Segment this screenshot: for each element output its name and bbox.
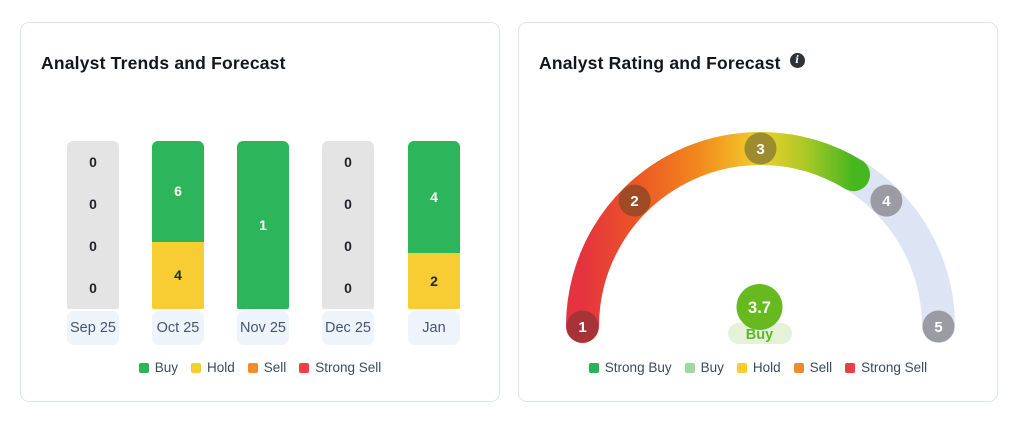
legend-label: Buy <box>154 360 178 375</box>
rating-label-pill <box>728 323 792 344</box>
rating-label: Buy <box>746 327 773 343</box>
legend-swatch <box>793 362 804 373</box>
gauge-marker-4-label: 4 <box>882 193 891 210</box>
rating-value: 3.7 <box>748 299 771 317</box>
bar-zero-value: 0 <box>89 238 97 254</box>
legend-item-strong-sell: Strong Sell <box>299 360 381 375</box>
rating-card-title: Analyst Rating and Forecast i <box>539 53 805 74</box>
gauge-center-value: 3.7 Buy <box>728 284 792 344</box>
gauge-marker-5-circle <box>922 310 955 343</box>
legend-label: Strong Buy <box>604 360 672 375</box>
bar-segment-hold: 2 <box>408 253 460 309</box>
legend-label: Sell <box>809 360 833 375</box>
info-icon[interactable]: i <box>789 53 805 68</box>
gauge-marker-1-circle <box>566 310 599 343</box>
bar-zero-value: 0 <box>344 196 352 212</box>
bar-zero-value: 0 <box>344 280 352 296</box>
analyst-rating-card: Analyst Rating and Forecast i 1 2 3 4 5 3.7 B… <box>518 22 998 402</box>
legend-swatch <box>299 362 310 373</box>
x-axis-label-jan: Jan <box>408 311 460 345</box>
legend-item-buy: Buy <box>138 360 178 375</box>
legend-label: Buy <box>700 360 724 375</box>
bar-zero-value: 0 <box>89 196 97 212</box>
bar-dec-25: 0 0 0 0 <box>322 141 374 309</box>
legend-swatch <box>247 362 258 373</box>
x-axis-label-nov-25: Nov 25 <box>237 311 289 345</box>
bar-zero-value: 0 <box>89 280 97 296</box>
x-axis-label-oct-25: Oct 25 <box>152 311 204 345</box>
legend-swatch <box>138 362 149 373</box>
legend-label: Strong Sell <box>861 360 928 375</box>
bar-segment-buy: 1 <box>237 141 289 309</box>
legend-item-hold: Hold <box>736 360 781 375</box>
x-axis-label-dec-25: Dec 25 <box>322 311 374 345</box>
x-axis-label-sep-25: Sep 25 <box>67 311 119 345</box>
bar-segment-hold: 4 <box>152 241 204 309</box>
gauge-marker-3-label: 3 <box>756 141 764 158</box>
legend-item-buy: Buy <box>684 360 724 375</box>
trends-legend: Buy Hold Sell Strong Sell <box>21 360 499 375</box>
bar-nov-25: 1 <box>237 141 289 309</box>
gauge-value-arc <box>566 131 870 343</box>
gauge-marker-5-label: 5 <box>934 319 942 336</box>
trends-bar-chart: 0 0 0 0 Sep 25 6 4 Oct 25 1 Nov 25 0 0 0 0 Dec 25 4 2 Jan <box>21 23 499 401</box>
gauge-scale-markers: 1 2 3 4 5 <box>566 132 955 343</box>
gauge-marker-2-label: 2 <box>630 193 638 210</box>
rating-legend: Strong Buy Buy Hold Sell Strong Sell <box>519 360 997 375</box>
trends-card-title: Analyst Trends and Forecast <box>41 53 286 73</box>
legend-swatch <box>684 362 695 373</box>
legend-swatch <box>190 362 201 373</box>
legend-label: Hold <box>752 360 781 375</box>
empty-bar: 0 0 0 0 <box>322 141 374 309</box>
legend-item-hold: Hold <box>190 360 235 375</box>
bar-sep-25: 0 0 0 0 <box>67 141 119 309</box>
legend-item-strong-sell: Strong Sell <box>845 360 927 375</box>
bar-zero-value: 0 <box>344 238 352 254</box>
gauge-marker-1-label: 1 <box>578 319 586 336</box>
bar-zero-value: 0 <box>89 154 97 170</box>
legend-swatch <box>588 362 599 373</box>
legend-swatch <box>845 362 856 373</box>
gauge-marker-2-circle <box>618 184 651 217</box>
empty-bar: 0 0 0 0 <box>67 141 119 309</box>
bar-segment-buy: 6 <box>152 141 204 242</box>
analyst-trends-card: Analyst Trends and Forecast 0 0 0 0 Sep 25 6 4… <box>20 22 500 402</box>
gauge-marker-4-circle <box>870 184 903 217</box>
bar-zero-value: 0 <box>344 154 352 170</box>
bar-segment-buy: 4 <box>408 141 460 253</box>
legend-item-sell: Sell <box>247 360 287 375</box>
legend-item-sell: Sell <box>793 360 833 375</box>
rating-gauge: 1 2 3 4 5 3.7 Buy <box>566 131 955 344</box>
legend-swatch <box>736 362 747 373</box>
legend-label: Hold <box>206 360 235 375</box>
legend-label: Strong Sell <box>315 360 382 375</box>
rating-card-title-text: Analyst Rating and Forecast <box>539 53 781 73</box>
gauge-marker-3-circle <box>744 132 777 165</box>
rating-value-bubble <box>736 284 783 330</box>
legend-item-strong-buy: Strong Buy <box>588 360 672 375</box>
legend-label: Sell <box>263 360 287 375</box>
